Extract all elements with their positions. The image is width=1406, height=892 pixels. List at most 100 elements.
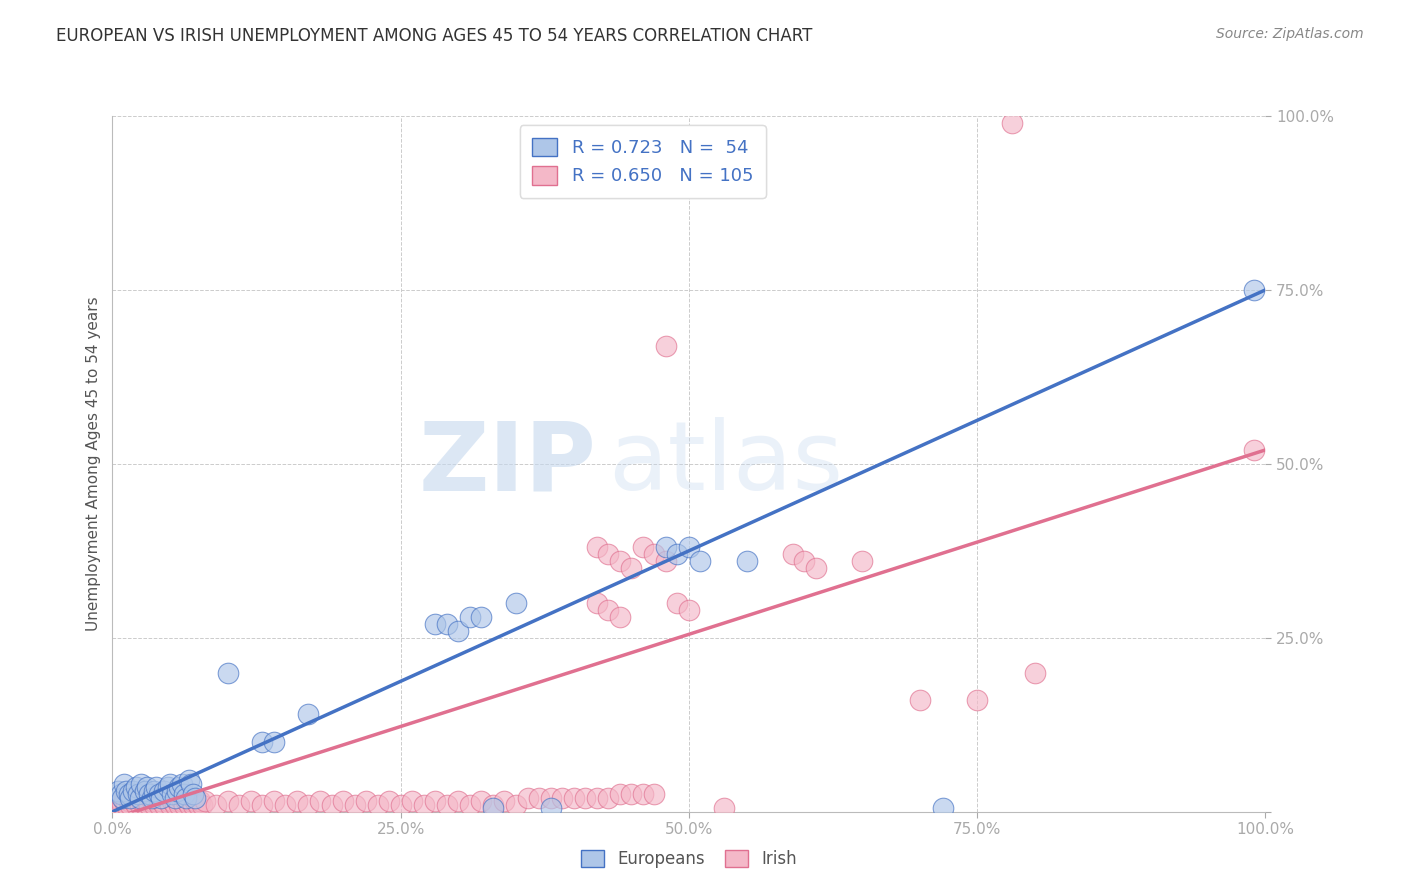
Point: [458, 610, 481, 624]
Point: [689, 554, 711, 568]
Legend: R = 0.723   N =  54, R = 0.650   N = 105: R = 0.723 N = 54, R = 0.650 N = 105: [520, 125, 766, 198]
Point: [425, 616, 447, 631]
Point: [1243, 442, 1265, 457]
Point: [263, 735, 285, 749]
Point: [129, 797, 152, 812]
Point: [124, 780, 146, 795]
Point: [138, 788, 160, 801]
Point: [117, 794, 139, 808]
Point: [170, 794, 193, 808]
Point: [966, 693, 988, 707]
Point: [129, 790, 152, 805]
Point: [156, 794, 179, 808]
Point: [367, 797, 389, 812]
Point: [804, 561, 827, 575]
Point: [458, 797, 481, 812]
Point: [1024, 665, 1046, 680]
Point: [110, 788, 132, 801]
Point: [143, 784, 166, 798]
Point: [166, 794, 188, 808]
Point: [127, 788, 149, 801]
Point: [620, 561, 643, 575]
Point: [169, 797, 191, 812]
Point: [134, 784, 156, 798]
Point: [643, 788, 665, 801]
Point: [598, 790, 620, 805]
Point: [180, 777, 202, 791]
Point: [851, 554, 873, 568]
Point: [620, 788, 643, 801]
Point: [162, 794, 184, 808]
Point: [194, 794, 217, 808]
Point: [111, 797, 134, 812]
Point: [274, 797, 297, 812]
Point: [908, 693, 931, 707]
Point: [713, 801, 735, 815]
Point: [141, 790, 163, 805]
Point: [540, 790, 562, 805]
Point: [145, 780, 167, 795]
Point: [162, 788, 184, 801]
Point: [112, 794, 135, 808]
Point: [134, 797, 156, 812]
Point: [1001, 116, 1024, 130]
Point: [173, 797, 195, 812]
Point: [156, 780, 179, 795]
Point: [309, 794, 332, 808]
Point: [181, 788, 204, 801]
Point: [118, 797, 141, 812]
Point: [166, 784, 188, 798]
Point: [149, 794, 172, 808]
Point: [389, 797, 412, 812]
Point: [782, 547, 804, 561]
Point: [115, 784, 138, 798]
Point: [378, 794, 401, 808]
Point: [540, 801, 562, 815]
Point: [643, 547, 665, 561]
Point: [678, 541, 700, 555]
Point: [174, 790, 197, 805]
Text: Source: ZipAtlas.com: Source: ZipAtlas.com: [1216, 27, 1364, 41]
Point: [136, 780, 159, 795]
Point: [191, 797, 214, 812]
Point: [655, 541, 678, 555]
Point: [735, 554, 758, 568]
Point: [585, 596, 607, 610]
Point: [163, 797, 186, 812]
Point: [159, 797, 181, 812]
Point: [169, 780, 191, 795]
Point: [122, 794, 145, 808]
Point: [482, 801, 505, 815]
Point: [793, 554, 815, 568]
Point: [598, 547, 620, 561]
Point: [217, 665, 239, 680]
Point: [655, 554, 678, 568]
Point: [931, 801, 953, 815]
Point: [163, 790, 186, 805]
Point: [631, 541, 654, 555]
Point: [174, 794, 197, 808]
Point: [655, 338, 678, 352]
Point: [145, 794, 167, 808]
Point: [505, 797, 527, 812]
Point: [447, 624, 470, 638]
Point: [505, 596, 527, 610]
Point: [148, 788, 170, 801]
Point: [188, 794, 211, 808]
Point: [217, 794, 239, 808]
Point: [124, 797, 146, 812]
Point: [173, 788, 195, 801]
Point: [678, 603, 700, 617]
Point: [184, 790, 207, 805]
Point: [354, 794, 377, 808]
Point: [177, 773, 200, 788]
Point: [470, 794, 492, 808]
Point: [127, 794, 149, 808]
Point: [252, 735, 274, 749]
Point: [436, 616, 458, 631]
Point: [609, 610, 631, 624]
Point: [425, 794, 447, 808]
Point: [585, 790, 607, 805]
Point: [107, 784, 129, 798]
Point: [111, 790, 134, 805]
